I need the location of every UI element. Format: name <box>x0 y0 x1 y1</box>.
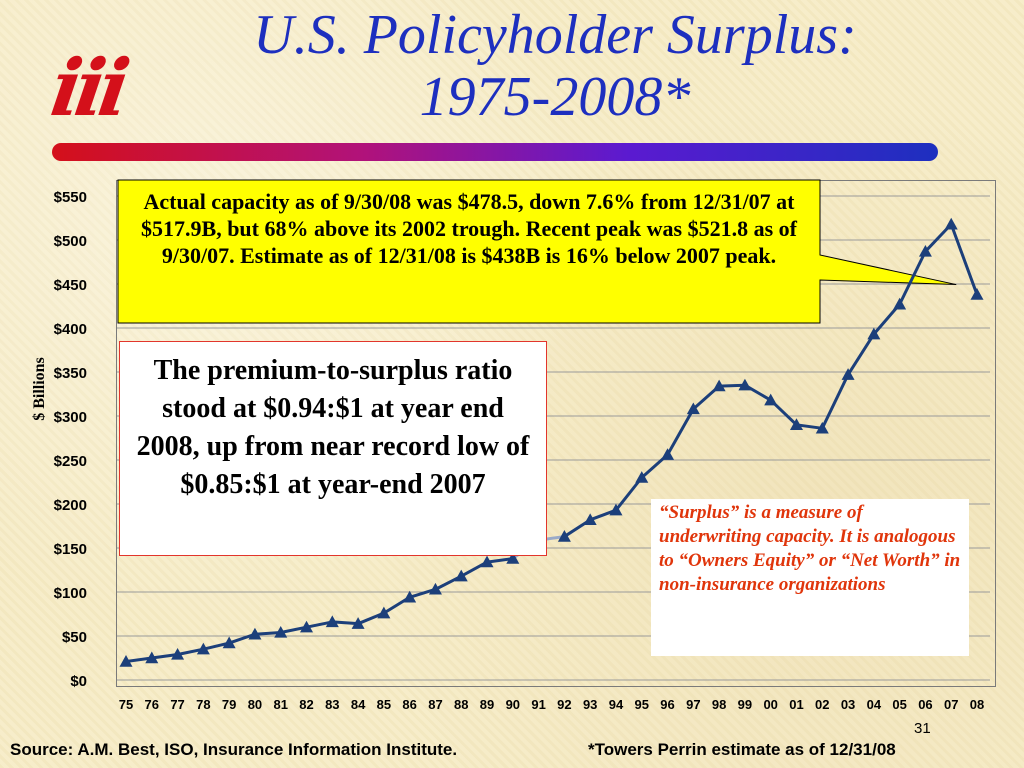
x-tick-label: 02 <box>815 697 829 712</box>
x-tick-label: 05 <box>892 697 906 712</box>
x-tick-label: 80 <box>248 697 262 712</box>
data-point-marker <box>893 298 906 310</box>
x-tick-label: 82 <box>299 697 313 712</box>
y-tick-label: $50 <box>62 629 87 646</box>
y-tick-label: $500 <box>54 233 87 250</box>
x-tick-label: 78 <box>196 697 210 712</box>
y-tick-label: $300 <box>54 409 87 426</box>
y-tick-label: $350 <box>54 365 87 382</box>
x-tick-label: 81 <box>273 697 287 712</box>
x-tick-label: 96 <box>660 697 674 712</box>
y-axis-label: $ Billions <box>31 357 49 421</box>
y-tick-label: $450 <box>54 277 87 294</box>
x-tick-label: 87 <box>428 697 442 712</box>
x-tick-label: 91 <box>531 697 545 712</box>
x-tick-label: 98 <box>712 697 726 712</box>
x-tick-label: 08 <box>970 697 984 712</box>
y-tick-label: $550 <box>54 189 87 206</box>
data-point-marker <box>764 394 777 406</box>
y-tick-label: $150 <box>54 541 87 558</box>
x-tick-label: 76 <box>145 697 159 712</box>
x-tick-label: 93 <box>583 697 597 712</box>
y-tick-label: $400 <box>54 321 87 338</box>
data-point-marker <box>377 607 390 619</box>
y-tick-label: $0 <box>70 673 87 690</box>
x-tick-label: 00 <box>763 697 777 712</box>
data-point-marker <box>661 448 674 460</box>
x-tick-label: 01 <box>789 697 803 712</box>
x-tick-label: 94 <box>609 697 624 712</box>
x-tick-label: 77 <box>170 697 184 712</box>
data-point-marker <box>455 570 468 582</box>
estimate-footnote: *Towers Perrin estimate as of 12/31/08 <box>588 740 896 760</box>
x-tick-label: 88 <box>454 697 468 712</box>
x-tick-label: 92 <box>557 697 571 712</box>
y-tick-label: $100 <box>54 585 87 602</box>
x-tick-label: 86 <box>402 697 416 712</box>
x-tick-label: 03 <box>841 697 855 712</box>
x-tick-label: 79 <box>222 697 236 712</box>
capacity-callout-text: Actual capacity as of 9/30/08 was $478.5… <box>118 180 820 323</box>
x-tick-label: 84 <box>351 697 366 712</box>
x-tick-label: 83 <box>325 697 339 712</box>
x-axis-tick-labels: 75 76 77 78 79 80 81 82 83 84 85 86 87 88 89 90 91 92 93 94… <box>119 697 984 712</box>
x-tick-label: 75 <box>119 697 133 712</box>
source-footnote: Source: A.M. Best, ISO, Insurance Inform… <box>10 740 457 760</box>
series-line-segment <box>822 375 848 429</box>
premium-to-surplus-note: The premium-to-surplus ratio stood at $0… <box>119 341 547 556</box>
x-tick-label: 04 <box>867 697 882 712</box>
x-tick-label: 06 <box>918 697 932 712</box>
x-tick-label: 85 <box>377 697 391 712</box>
x-tick-label: 97 <box>686 697 700 712</box>
y-tick-label: $200 <box>54 497 87 514</box>
y-tick-label: $250 <box>54 453 87 470</box>
x-tick-label: 99 <box>738 697 752 712</box>
x-tick-label: 89 <box>480 697 494 712</box>
x-tick-label: 95 <box>635 697 649 712</box>
y-axis-tick-labels: $0 $50 $100 $150 $200 $250 $300 $350 $400 $450 $50… <box>54 189 87 690</box>
data-point-marker <box>945 218 958 230</box>
surplus-definition-note: “Surplus” is a measure of underwriting c… <box>651 499 969 656</box>
page-number: 31 <box>914 720 931 737</box>
x-tick-label: 90 <box>506 697 520 712</box>
x-tick-label: 07 <box>944 697 958 712</box>
data-point-marker <box>971 288 984 300</box>
series-line-segment <box>848 334 874 374</box>
